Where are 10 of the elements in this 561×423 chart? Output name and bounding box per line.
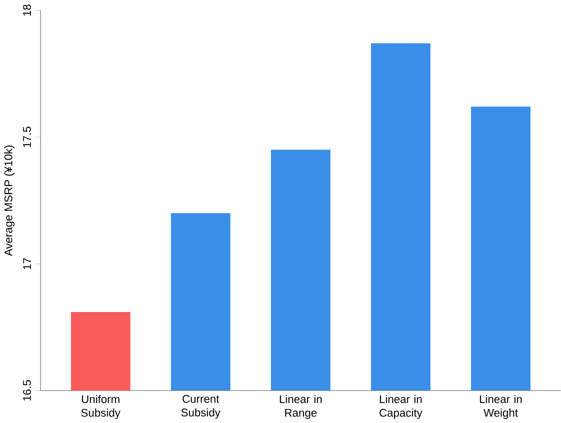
- x-tick-label: Linear in Range: [280, 394, 322, 419]
- x-tick-label: Linear in Capacity: [380, 394, 422, 419]
- x-tick-label: Uniform Subsidy: [81, 394, 120, 419]
- y-tick-label: 18: [23, 4, 31, 16]
- y-tick-label: 16.5: [23, 380, 31, 401]
- x-tick-label: Linear in Weight: [480, 394, 522, 419]
- y-tick-label: 17: [23, 258, 31, 270]
- x-tick-label: Current Subsidy: [181, 394, 220, 419]
- y-axis-title: Average MSRP (¥10k): [4, 145, 15, 256]
- y-tick-label: 17.5: [23, 126, 31, 148]
